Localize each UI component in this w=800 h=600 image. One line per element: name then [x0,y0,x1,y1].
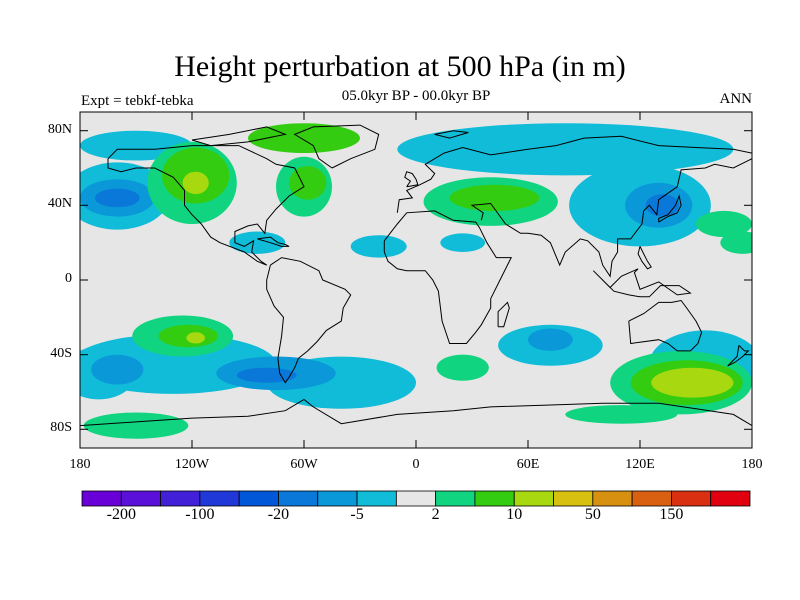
asia-south-coastline [470,158,752,278]
west-na-positive-core [182,171,209,195]
lat-tick-label: 40S [50,345,72,361]
lon-tick-label: 60W [290,457,318,472]
australia-coastline [628,299,703,352]
caribbean-coastline [257,236,290,247]
colorbar-label: -200 [106,506,136,523]
colorbar [81,490,751,507]
south-america-negative-core [236,367,297,383]
colorbar-swatch [160,490,201,507]
philippines-coastline [637,246,652,270]
colorbar-swatch [553,490,594,507]
west-pacific-positive [696,210,752,238]
north-pacific-east-positive [720,231,752,254]
lon-tick-label: 180 [69,457,91,472]
colorbar-swatch [317,490,358,507]
colorbar-label: 150 [659,506,684,523]
britain-coastline [404,171,419,188]
contour-regions [80,123,752,439]
lat-tick-label: 80N [47,121,72,137]
colorbar-swatch [435,490,476,507]
lat-tick-label: 0 [65,271,72,286]
lon-tick-label: 180 [741,457,763,472]
colorbar-swatch [199,490,240,507]
japan-coastline [658,194,682,223]
south-america-coastline [266,257,352,384]
colorbar-label: 50 [584,506,601,523]
colorbar-swatch [395,490,437,507]
indian-ocean-negative-core [528,328,573,351]
lon-tick-label: 120E [625,457,655,472]
lon-tick-label: 0 [412,457,420,472]
lon-tick-label: 60E [516,457,540,472]
south-atlantic-positive [436,354,489,381]
antarctica-coastline [80,398,752,427]
south-pacific-negative [91,354,144,385]
africa-coastline [383,210,513,344]
lat-tick-label: 80S [50,420,72,436]
southeast-pacific-positive-core [186,332,205,344]
colorbar-swatch [513,490,554,507]
arctic-islands-coastline [191,126,288,147]
axis-ticks [79,112,753,448]
map-title: Height perturbation at 500 hPa (in m) [174,50,626,83]
caribbean-negative [229,231,286,254]
europe-positive-core [449,184,540,211]
north-america-coastline [107,145,305,266]
colorbar-swatch [671,490,712,507]
indonesia-coastline [592,268,692,298]
east-na-positive-core [289,166,327,200]
coastlines [80,124,752,427]
new-zealand-coastline [727,344,750,367]
colorbar-swatch [592,490,633,507]
madagascar-coastline [497,301,510,328]
antarctic-positive [565,405,678,424]
experiment-label: Expt = tebkf-tebka [81,93,194,109]
colorbar-label: -20 [267,506,290,523]
colorbar-swatch [278,490,319,507]
siberia-band [397,123,734,176]
africa-negative [440,233,486,252]
colorbar-label: 2 [431,506,440,523]
colorbar-label: 10 [506,506,523,523]
australia-south-positive-core [651,367,734,398]
svalbard-coastline [434,130,469,139]
lat-tick-label: 40N [47,196,72,212]
season-label: ANN [719,91,753,107]
eurasia-coastline [396,135,752,213]
colorbar-label: -100 [185,506,215,523]
lon-tick-label: 120W [174,457,210,472]
colorbar-swatch [631,490,672,507]
contour-field [80,112,752,448]
colorbar-swatch [238,490,279,507]
south-pacific-positive-low [83,412,189,439]
colorbar-label: -5 [350,506,364,523]
colorbar-swatch [81,490,122,507]
map-subtitle: 05.0kyr BP - 00.0kyr BP [341,88,491,104]
greenland-coastline [293,124,380,169]
colorbar-swatch [120,490,161,507]
colorbar-swatch [710,490,751,507]
colorbar-swatch [474,490,515,507]
colorbar-swatch [356,490,397,507]
north-pacific-negative-core [94,188,140,208]
atlantic-negative [350,235,407,258]
